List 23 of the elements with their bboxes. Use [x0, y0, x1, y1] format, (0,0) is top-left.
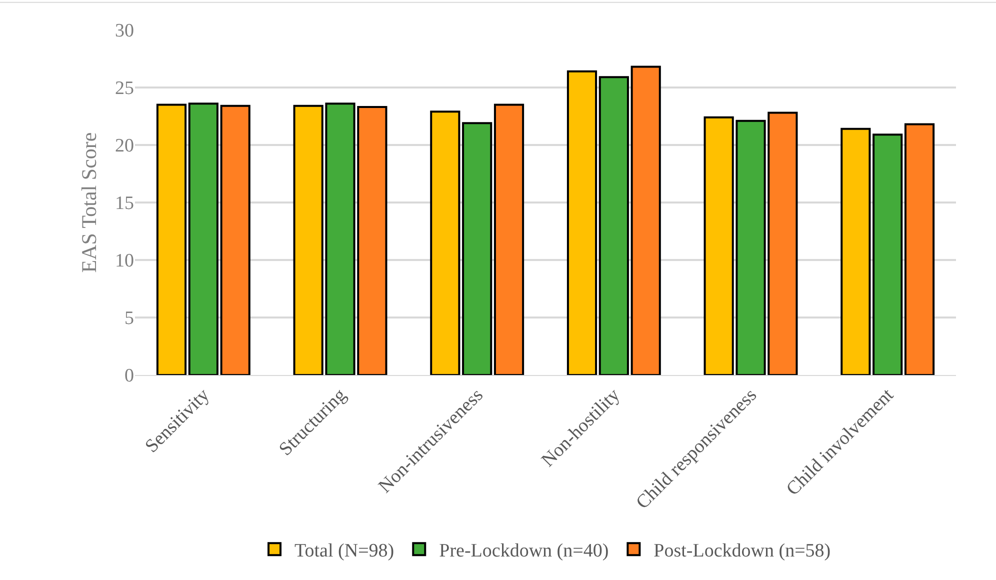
bar — [630, 66, 661, 375]
y-tick-label: 30 — [115, 20, 134, 42]
bar — [494, 104, 524, 375]
bar — [598, 76, 629, 375]
bar — [904, 123, 935, 375]
y-tick-label: 20 — [115, 136, 134, 157]
legend-label: Post-Lockdown (n=58) — [654, 540, 831, 562]
bar — [188, 102, 218, 375]
y-tick-label: 10 — [115, 250, 134, 272]
legend-label: Total (N=98) — [294, 540, 394, 562]
bar — [872, 134, 903, 375]
y-tick-label: 0 — [124, 366, 134, 387]
bar — [220, 104, 250, 375]
bar — [430, 110, 460, 375]
y-tick-label: 15 — [115, 193, 134, 214]
bar — [156, 104, 187, 375]
y-tick-label: 5 — [124, 308, 134, 330]
bar — [462, 122, 492, 375]
bar — [566, 70, 598, 375]
y-axis-title: EAS Total Score — [77, 132, 102, 273]
bar — [840, 128, 871, 375]
y-tick-label: 25 — [115, 78, 134, 100]
legend-label: Pre-Lockdown (n=40) — [439, 540, 609, 562]
